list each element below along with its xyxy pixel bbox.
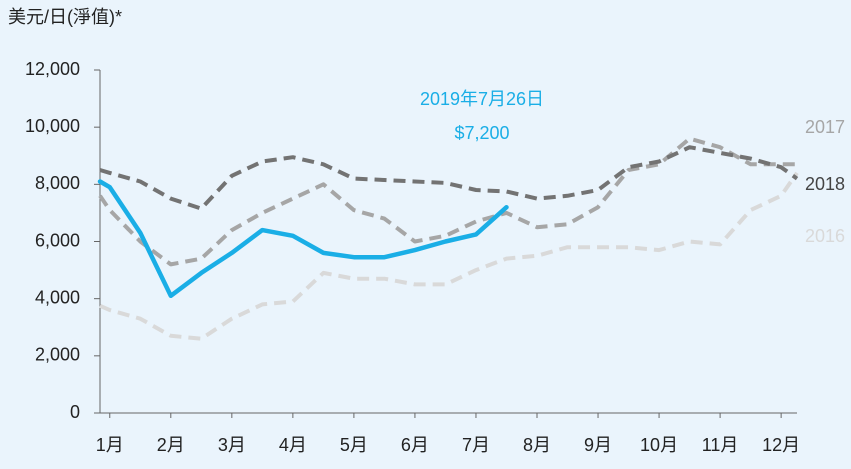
x-tick-label: 1月 [96,435,124,455]
x-tick-label: 6月 [401,435,429,455]
x-tick-label: 7月 [462,435,490,455]
chart-title: 美元/日(淨值)* [8,7,122,27]
series-label: 2018 [805,174,845,194]
x-tick-label: 3月 [218,435,246,455]
y-tick-label: 6,000 [35,230,80,250]
x-tick-label: 5月 [340,435,368,455]
x-tick-label: 8月 [523,435,551,455]
annotation-value: $7,200 [454,123,509,143]
y-tick-label: 12,000 [25,59,80,79]
x-tick-label: 4月 [279,435,307,455]
y-tick-label: 2,000 [35,345,80,365]
x-tick-label: 12月 [762,435,800,455]
y-tick-label: 8,000 [35,173,80,193]
series-line [99,145,799,211]
series-label: 2017 [805,117,845,137]
series-line [97,179,509,299]
y-tick-label: 4,000 [35,287,80,307]
annotation: 2019年7月26日 [420,89,544,109]
x-tick-label: 2月 [157,435,185,455]
y-tick-label: 0 [70,402,80,422]
x-tick-label: 10月 [640,435,678,455]
y-tick-label: 10,000 [25,116,80,136]
series-label: 2016 [805,226,845,246]
x-tick-label: 9月 [584,435,612,455]
x-tick-label: 11月 [702,435,739,455]
